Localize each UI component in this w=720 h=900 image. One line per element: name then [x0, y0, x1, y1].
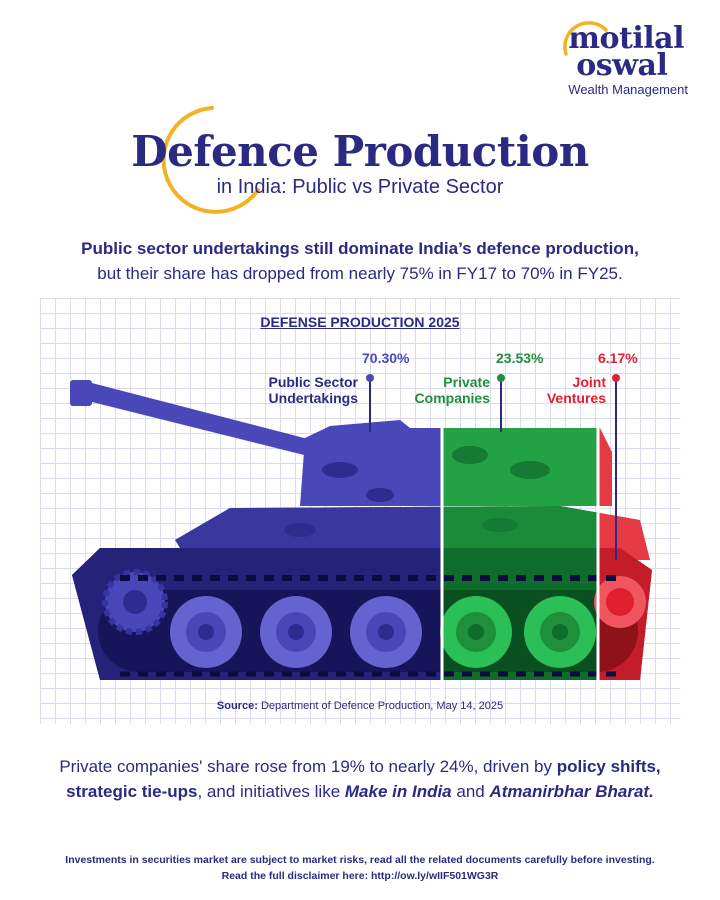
road-wheels [170, 576, 646, 668]
private-label-line1: Private [443, 374, 490, 390]
chart-title: DEFENSE PRODUCTION 2025 [260, 314, 460, 330]
bottom-i1: Make in India [344, 782, 452, 801]
page-subtitle: in India: Public vs Private Sector [216, 176, 504, 198]
bottom-t1: Private companies' share rose from 19% t… [59, 757, 557, 776]
bottom-i2: Atmanirbhar Bharat. [489, 782, 654, 801]
jv-value-label: 6.17% [598, 350, 638, 366]
private-value-label: 23.53% [496, 350, 544, 366]
source-text: Department of Defence Production, May 14… [260, 700, 504, 712]
jv-label-line1: Joint [572, 374, 606, 390]
intro-bold: Public sector undertakings still dominat… [81, 239, 639, 258]
brand-line2: oswal [576, 48, 668, 83]
psu-label-line1: Public Sector [268, 374, 358, 390]
disclaimer-link[interactable]: Read the full disclaimer here: http://ow… [221, 870, 499, 882]
psu-leader [366, 374, 374, 432]
psu-label: Public Sector Undertakings [222, 374, 358, 406]
source-prefix: Source: [216, 700, 258, 712]
bottom-text: Private companies' share rose from 19% t… [40, 754, 680, 804]
jv-label: Joint Ventures [530, 374, 606, 406]
bottom-t2: , and initiatives like [197, 782, 345, 801]
chart-source: Source: Department of Defence Production… [0, 700, 720, 712]
page-title: Defence Production [131, 127, 589, 176]
jv-leader [612, 374, 620, 560]
disclaimer-line1: Investments in securities market are sub… [65, 854, 655, 866]
psu-label-line2: Undertakings [268, 390, 358, 406]
intro-text: Public sector undertakings still dominat… [40, 236, 680, 286]
gold-circle-icon [161, 106, 260, 214]
disclaimer: Investments in securities market are sub… [20, 852, 700, 884]
private-label: Private Companies [384, 374, 490, 406]
private-leader [497, 374, 505, 432]
brand-logo: motilal oswal Wealth Management [563, 21, 688, 97]
intro-rest: but their share has dropped from nearly … [97, 264, 623, 283]
brand-tagline: Wealth Management [568, 82, 688, 97]
brand-line1: motilal [568, 21, 685, 56]
jv-label-line2: Ventures [546, 390, 606, 406]
bottom-b1: policy shifts, strategic tie-ups [66, 757, 661, 801]
gold-arc-icon [563, 21, 609, 56]
psu-value-label: 70.30% [362, 350, 410, 366]
private-label-line2: Companies [414, 390, 490, 406]
bottom-t3: and [451, 782, 490, 801]
